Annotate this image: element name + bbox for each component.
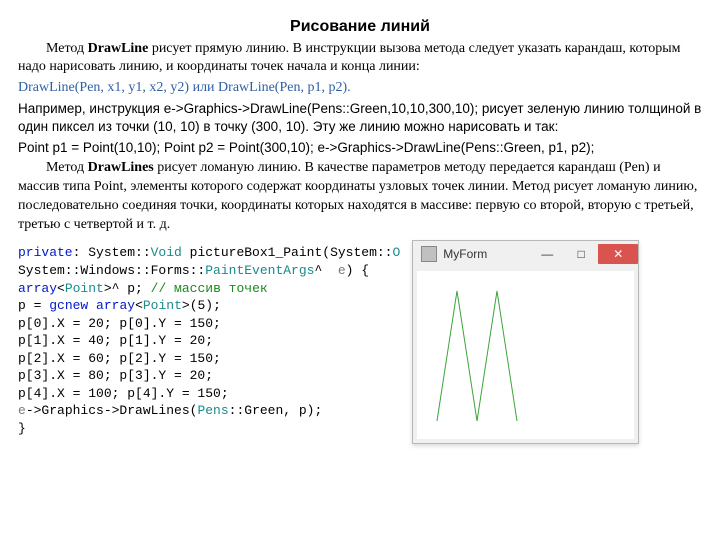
method-signature: DrawLine(Pen, x1, y1, x2, y2) или DrawLi… bbox=[18, 79, 702, 98]
window-titlebar: MyForm — □ ✕ bbox=[413, 241, 638, 267]
example-text-2: Point p1 = Point(10,10); Point p2 = Poin… bbox=[18, 139, 702, 157]
drawing-canvas bbox=[417, 271, 634, 439]
code-block: private: System::Void pictureBox1_Paint(… bbox=[18, 244, 400, 437]
page-title: Рисование линий bbox=[18, 16, 702, 38]
maximize-button[interactable]: □ bbox=[564, 244, 598, 264]
app-icon bbox=[421, 246, 437, 262]
paragraph-drawlines: Метод DrawLines рисует ломаную линию. В … bbox=[18, 159, 702, 235]
example-text-1: Например, инструкция e->Graphics->DrawLi… bbox=[18, 100, 702, 136]
window-title: MyForm bbox=[443, 246, 530, 262]
polyline-icon bbox=[417, 271, 634, 439]
close-button[interactable]: ✕ bbox=[598, 244, 638, 264]
minimize-button[interactable]: — bbox=[530, 244, 564, 264]
app-window: MyForm — □ ✕ bbox=[412, 240, 639, 444]
polyline bbox=[437, 291, 517, 421]
paragraph-drawline: Метод DrawLine рисует прямую линию. В ин… bbox=[18, 40, 702, 78]
